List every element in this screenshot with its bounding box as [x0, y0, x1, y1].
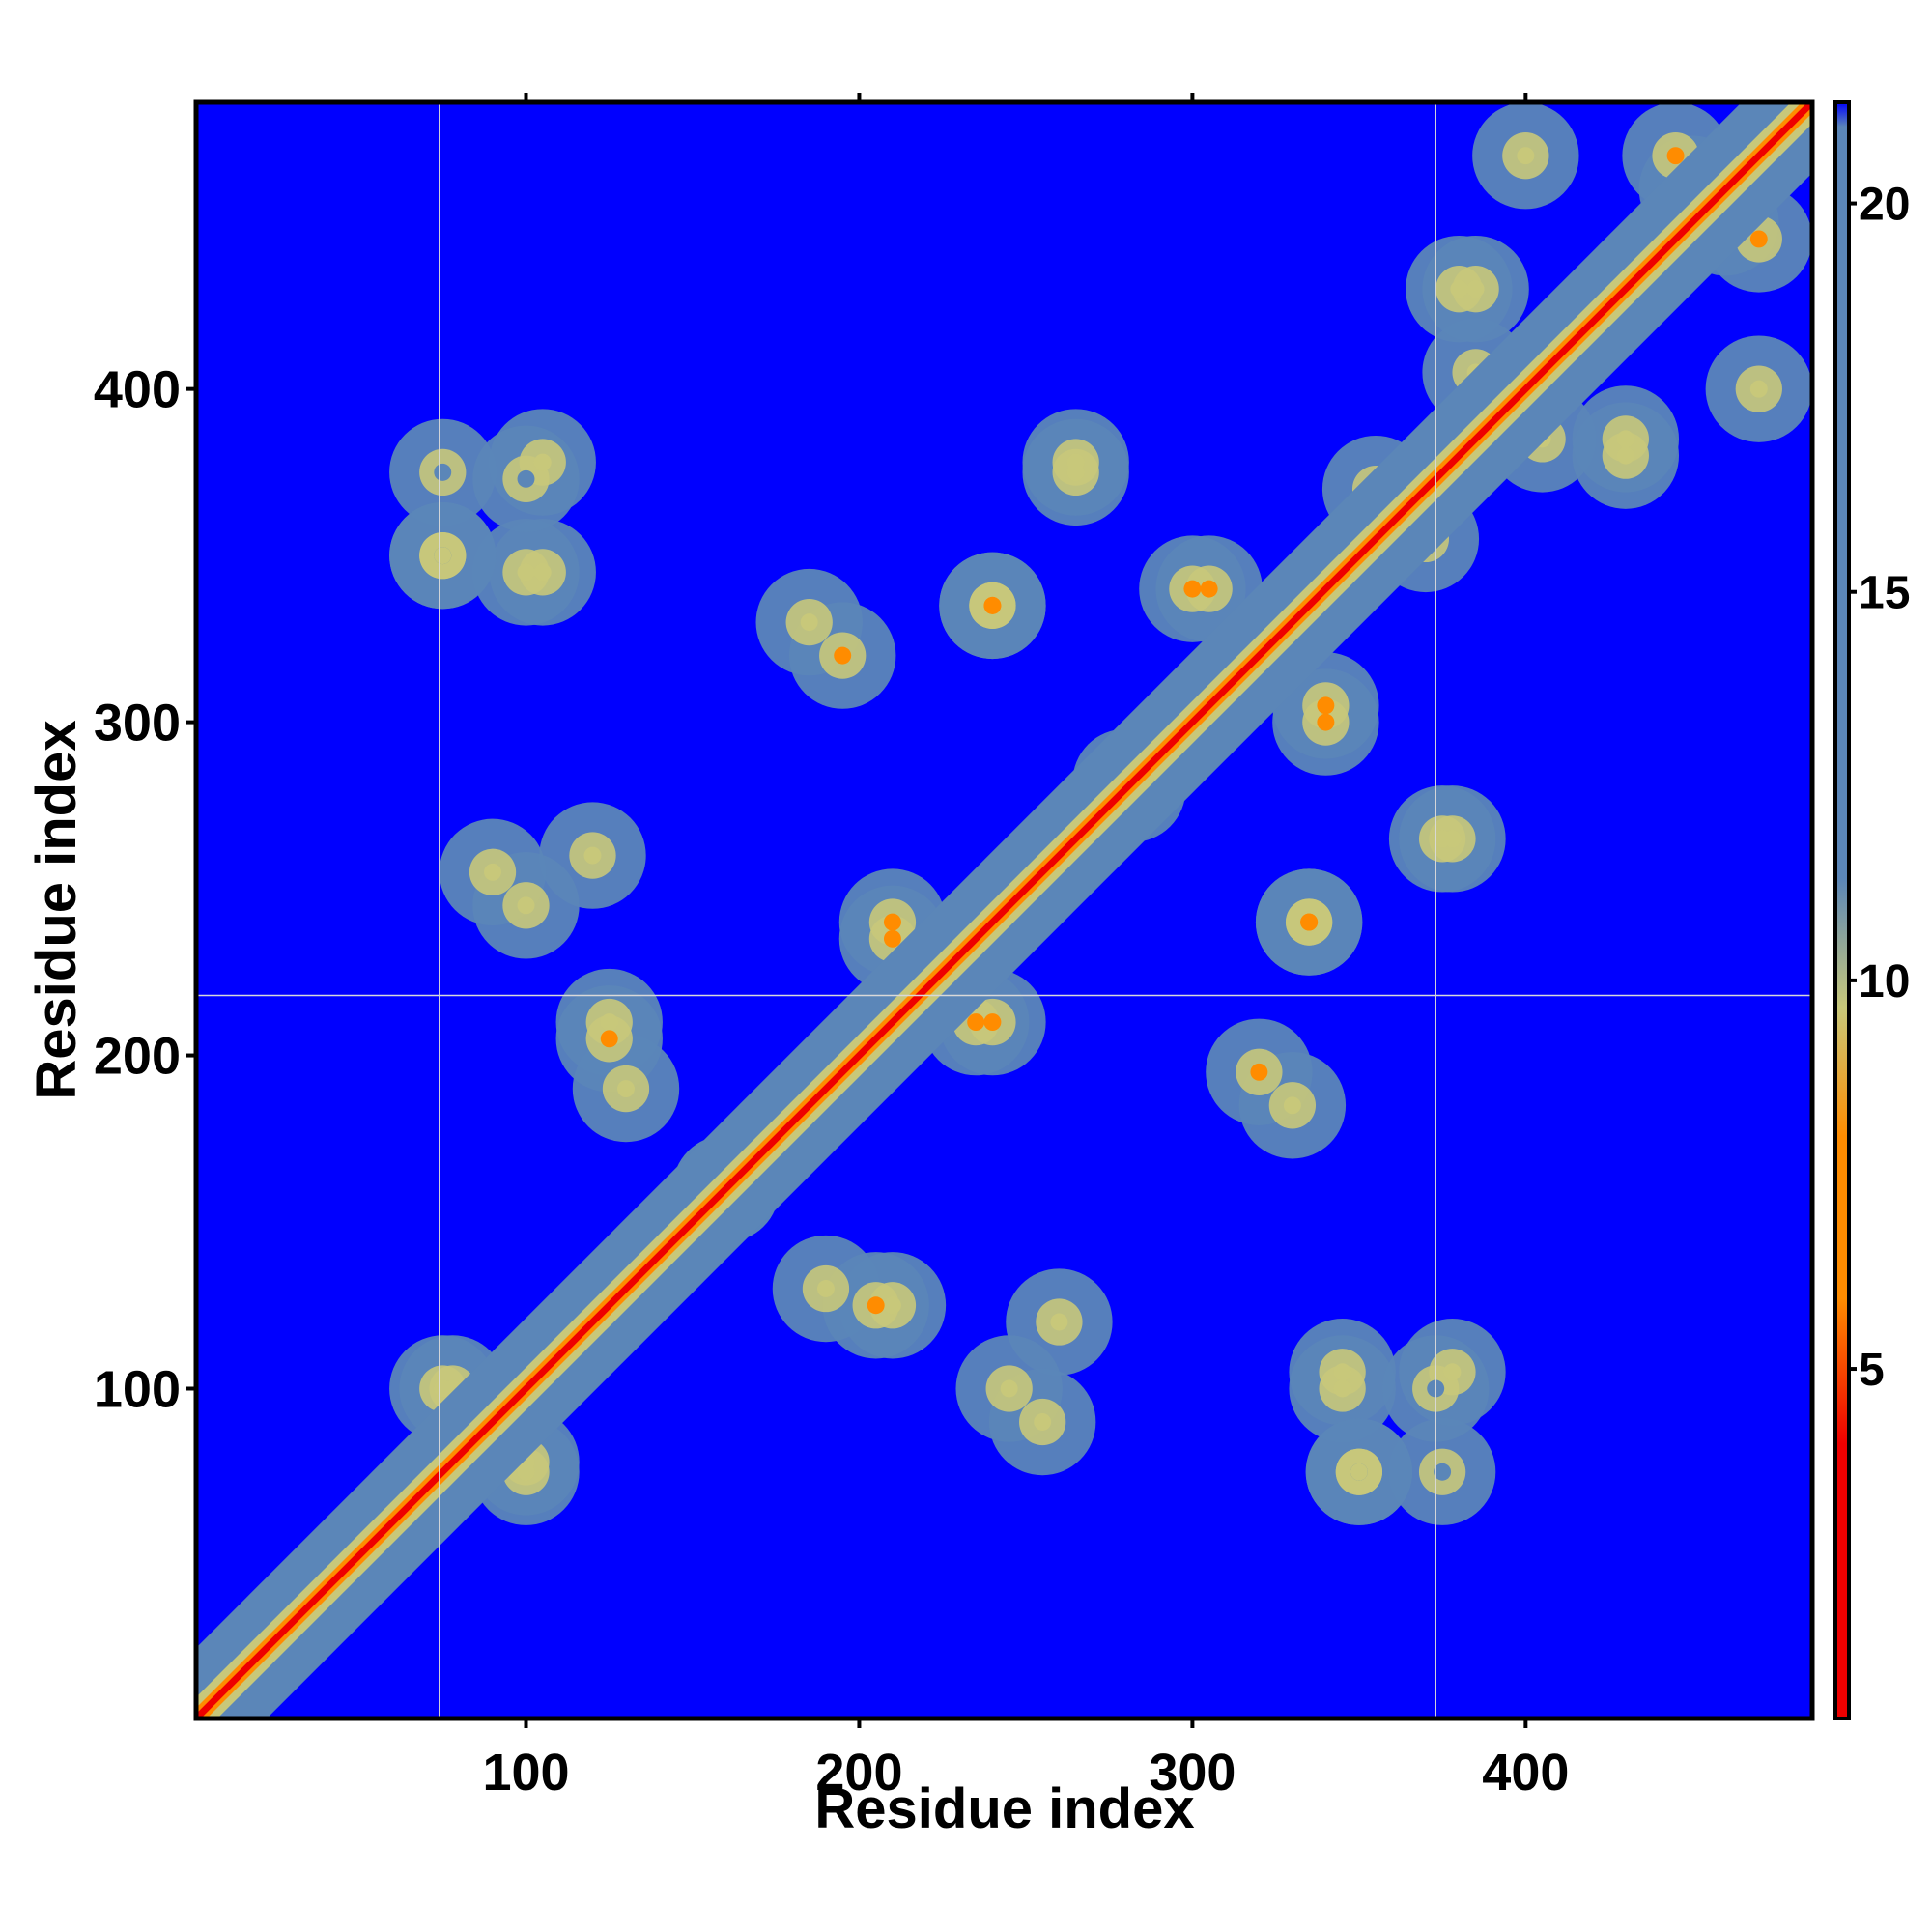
contact-core: [617, 1080, 635, 1098]
contact-core: [484, 863, 501, 881]
x-tick-label: 400: [1482, 1744, 1569, 1802]
x-tick-label: 300: [1149, 1744, 1236, 1802]
contact-core: [533, 563, 552, 582]
contact-core: [1517, 147, 1535, 165]
y-axis-title: Residue index: [25, 720, 88, 1099]
contact-core: [1749, 230, 1768, 248]
reference-lines: [196, 102, 1812, 1719]
contact-core: [883, 929, 901, 948]
diagonal-band: [196, 102, 1812, 1719]
contact-core: [434, 547, 452, 565]
contact-core: [1183, 580, 1202, 598]
contact-core: [1066, 463, 1085, 481]
colorbar: [1833, 100, 1851, 1720]
contact-core: [1317, 713, 1335, 731]
contact-core: [1317, 696, 1335, 715]
y-axis-ticks: 100 200 300 400: [94, 361, 196, 1419]
contact-core: [533, 453, 552, 471]
contact-core: [883, 913, 901, 931]
contact-core: [600, 1013, 618, 1032]
contact-core: [967, 1013, 985, 1032]
y-tick-label: 400: [94, 361, 181, 419]
contact-core: [1350, 1463, 1368, 1481]
y-tick-label: 100: [94, 1361, 181, 1419]
contact-core: [1283, 1096, 1301, 1115]
x-axis-title: Residue index: [814, 1777, 1194, 1840]
colorbar-tick-label: 15: [1859, 568, 1910, 619]
contact-core: [1333, 1363, 1351, 1381]
colorbar-tick-label: 5: [1859, 1345, 1885, 1396]
contact-core: [800, 613, 818, 632]
contact-core: [517, 563, 535, 582]
plot-frame: [193, 99, 1815, 1721]
contact-core: [1666, 147, 1685, 165]
x-axis-ticks: 100 200 300 400: [482, 93, 1569, 1802]
contact-core: [1450, 280, 1468, 298]
contact-core: [1616, 430, 1634, 448]
contact-core: [1616, 446, 1634, 465]
contact-core: [883, 1296, 901, 1315]
colorbar-tick-label: 10: [1859, 956, 1910, 1008]
colorbar-ticks: 5 10 15 20: [1849, 180, 1910, 1396]
contact-core: [1250, 1063, 1268, 1081]
contact-core: [600, 1030, 618, 1048]
contact-core: [1443, 1363, 1462, 1381]
y-tick-label: 300: [94, 695, 181, 753]
contact-core: [1333, 1379, 1351, 1398]
x-tick-label: 100: [482, 1744, 569, 1802]
diagonal-core: [196, 102, 1812, 1719]
contact-core: [434, 463, 452, 481]
contact-core: [583, 846, 602, 865]
contact-core: [983, 596, 1002, 614]
contact-core: [1466, 280, 1485, 298]
contact-core: [834, 646, 852, 665]
contact-core: [1200, 580, 1218, 598]
y-tick-label: 200: [94, 1028, 181, 1086]
contact-core: [517, 896, 535, 915]
contact-core: [816, 1280, 835, 1297]
contact-core: [1749, 380, 1768, 398]
contact-core: [1034, 1413, 1052, 1431]
contact-core: [1434, 830, 1452, 848]
contact-core: [1050, 1313, 1068, 1331]
contact-core: [1300, 913, 1319, 931]
contact-core: [517, 469, 535, 488]
contact-core: [1434, 1463, 1452, 1481]
contact-core: [983, 1013, 1002, 1032]
x-tick-label: 200: [815, 1744, 902, 1802]
contact-core: [867, 1296, 885, 1315]
colorbar-tick-label: 20: [1859, 180, 1910, 231]
contact-core: [1000, 1379, 1018, 1398]
